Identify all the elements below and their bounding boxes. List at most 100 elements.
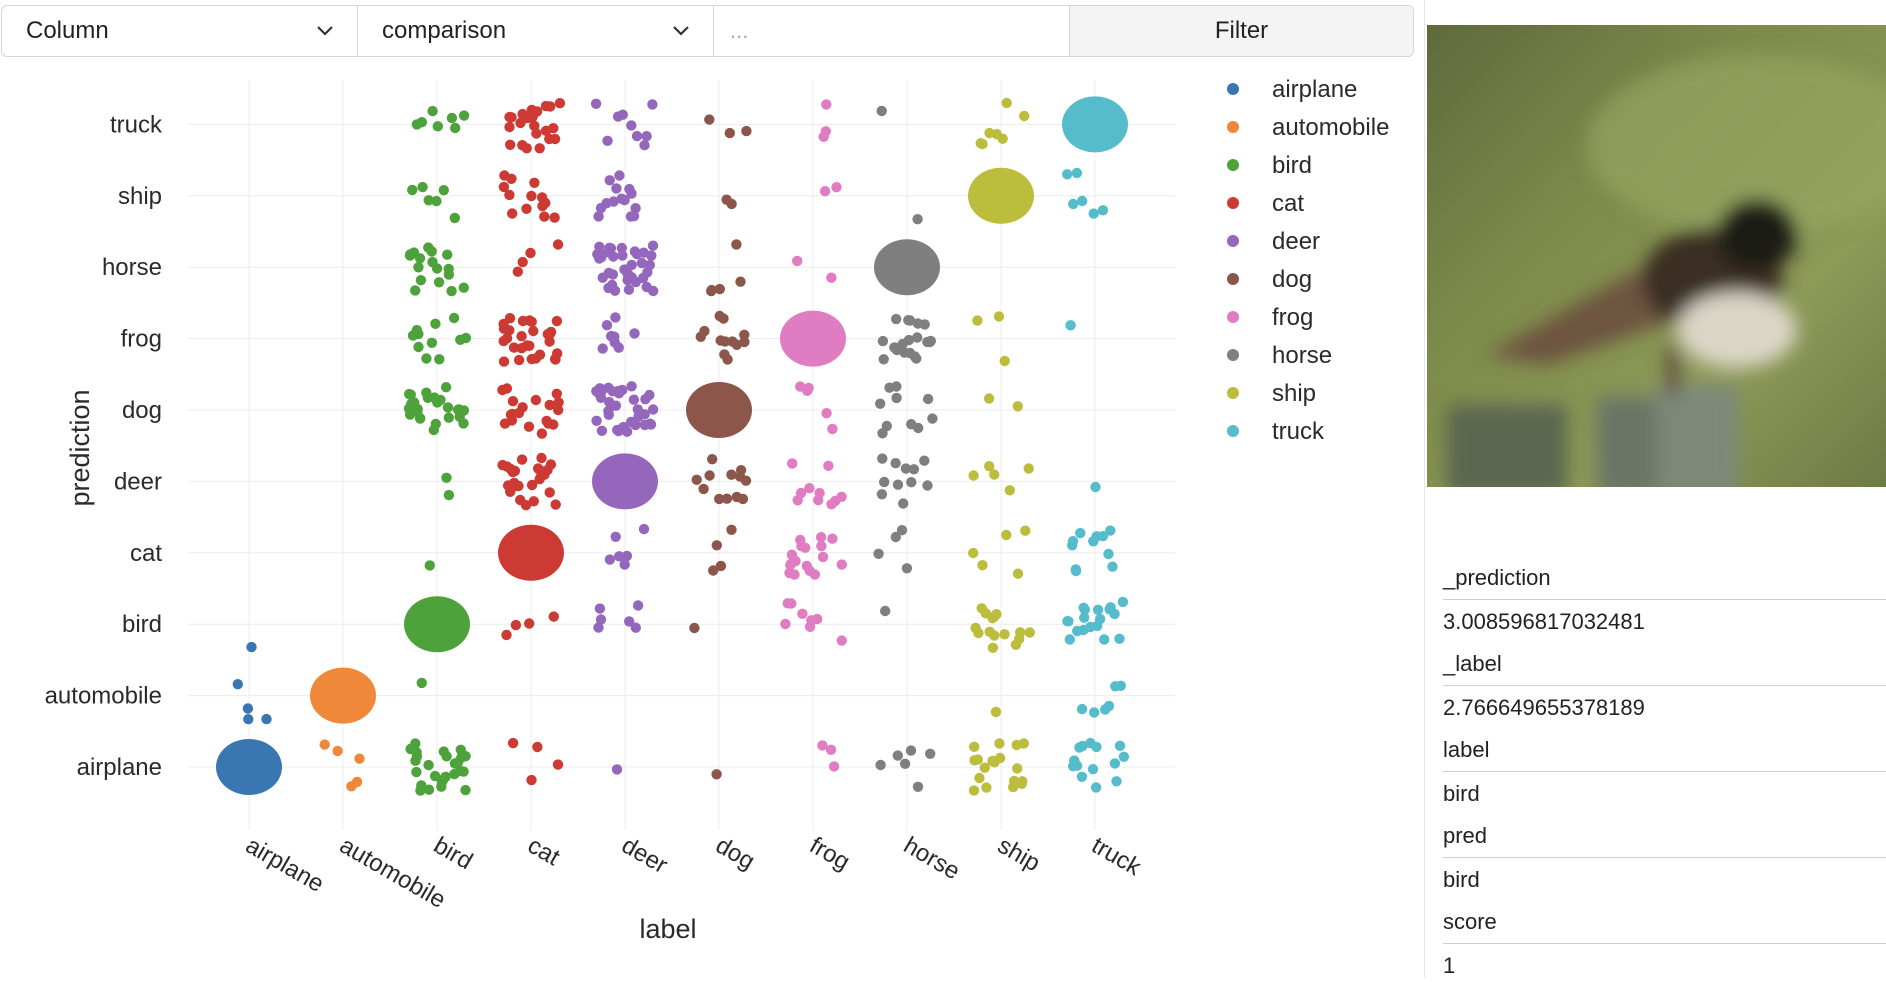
data-point bbox=[507, 396, 519, 407]
data-point bbox=[417, 181, 428, 193]
y-tick-label: automobile bbox=[45, 683, 162, 710]
field-value: bird bbox=[1443, 867, 1480, 892]
data-point bbox=[1070, 564, 1082, 575]
data-point bbox=[449, 768, 460, 780]
data-point bbox=[1099, 634, 1110, 645]
data-point bbox=[610, 312, 621, 323]
comparison-select[interactable]: comparison bbox=[358, 6, 714, 56]
data-point bbox=[826, 499, 837, 510]
data-point bbox=[1114, 633, 1125, 644]
data-point bbox=[968, 470, 979, 481]
data-point bbox=[498, 181, 510, 193]
data-point bbox=[553, 404, 564, 416]
data-point bbox=[413, 341, 424, 353]
data-point bbox=[1075, 527, 1086, 539]
data-point bbox=[909, 351, 920, 362]
data-point bbox=[641, 281, 652, 293]
data-point bbox=[544, 336, 555, 347]
data-point bbox=[875, 759, 886, 771]
data-point bbox=[628, 394, 640, 405]
data-point bbox=[968, 547, 979, 559]
data-point bbox=[990, 706, 1002, 718]
data-point bbox=[984, 626, 995, 637]
data-point bbox=[415, 275, 427, 286]
legend-label: cat bbox=[1272, 190, 1304, 217]
data-point bbox=[610, 531, 621, 542]
data-point bbox=[446, 112, 458, 124]
column-select[interactable]: Column bbox=[2, 6, 358, 56]
data-point bbox=[434, 354, 445, 365]
data-point bbox=[1012, 763, 1023, 774]
data-point bbox=[454, 411, 465, 422]
data-point bbox=[638, 247, 649, 258]
data-point bbox=[554, 98, 566, 109]
data-point bbox=[740, 475, 752, 486]
data-point bbox=[604, 175, 615, 186]
field-value: 1 bbox=[1443, 953, 1456, 978]
data-point bbox=[404, 388, 415, 400]
data-point bbox=[550, 354, 561, 365]
data-point bbox=[621, 550, 633, 562]
data-point bbox=[630, 203, 641, 214]
data-point bbox=[1076, 703, 1088, 715]
data-point bbox=[892, 479, 904, 490]
legend-label: deer bbox=[1272, 228, 1320, 255]
data-point bbox=[596, 425, 608, 436]
data-point bbox=[901, 563, 913, 574]
data-point bbox=[1090, 782, 1102, 793]
sample-fields: _prediction 3.008596817032481 _label 2.7… bbox=[1443, 557, 1886, 987]
data-point bbox=[612, 424, 623, 436]
data-point bbox=[432, 121, 443, 132]
data-point bbox=[521, 203, 532, 214]
data-point bbox=[448, 312, 460, 324]
data-point bbox=[551, 315, 563, 327]
data-point bbox=[614, 170, 625, 181]
data-point bbox=[413, 262, 424, 273]
data-point bbox=[922, 336, 933, 348]
data-point bbox=[632, 600, 644, 611]
data-point bbox=[719, 336, 731, 347]
x-tick-label: ship bbox=[993, 832, 1045, 877]
data-point bbox=[826, 272, 837, 283]
data-point bbox=[993, 311, 1005, 322]
data-point bbox=[878, 354, 889, 365]
point-cluster bbox=[592, 453, 658, 510]
data-point bbox=[786, 598, 797, 609]
data-point bbox=[925, 748, 936, 759]
data-point bbox=[803, 382, 814, 394]
data-point bbox=[458, 766, 469, 777]
data-point bbox=[458, 282, 469, 293]
filter-value-input[interactable] bbox=[714, 6, 1070, 56]
data-point bbox=[817, 551, 829, 563]
data-point bbox=[898, 498, 909, 509]
grid bbox=[188, 80, 1175, 830]
data-point bbox=[974, 772, 985, 784]
data-point bbox=[823, 460, 834, 471]
point-cluster bbox=[404, 596, 470, 653]
data-point bbox=[623, 284, 635, 295]
data-point bbox=[423, 195, 434, 206]
data-point bbox=[1018, 110, 1030, 122]
data-point bbox=[548, 611, 559, 622]
data-point bbox=[626, 259, 637, 271]
y-tick-label: cat bbox=[130, 540, 162, 567]
data-point bbox=[526, 190, 537, 202]
data-point bbox=[836, 559, 847, 570]
data-point bbox=[407, 184, 418, 196]
legend-marker bbox=[1227, 311, 1239, 323]
data-point bbox=[644, 418, 656, 429]
filter-button[interactable]: Filter bbox=[1070, 6, 1413, 56]
data-point bbox=[628, 210, 640, 222]
data-point bbox=[614, 551, 625, 562]
data-point bbox=[795, 487, 807, 499]
data-point bbox=[891, 392, 902, 404]
data-point bbox=[617, 250, 628, 261]
data-point bbox=[435, 394, 446, 406]
data-point bbox=[879, 476, 890, 488]
data-point bbox=[246, 641, 257, 653]
data-point bbox=[611, 183, 622, 194]
data-point bbox=[619, 559, 630, 570]
data-point bbox=[639, 140, 650, 151]
data-point bbox=[498, 356, 510, 367]
data-point bbox=[499, 418, 511, 429]
